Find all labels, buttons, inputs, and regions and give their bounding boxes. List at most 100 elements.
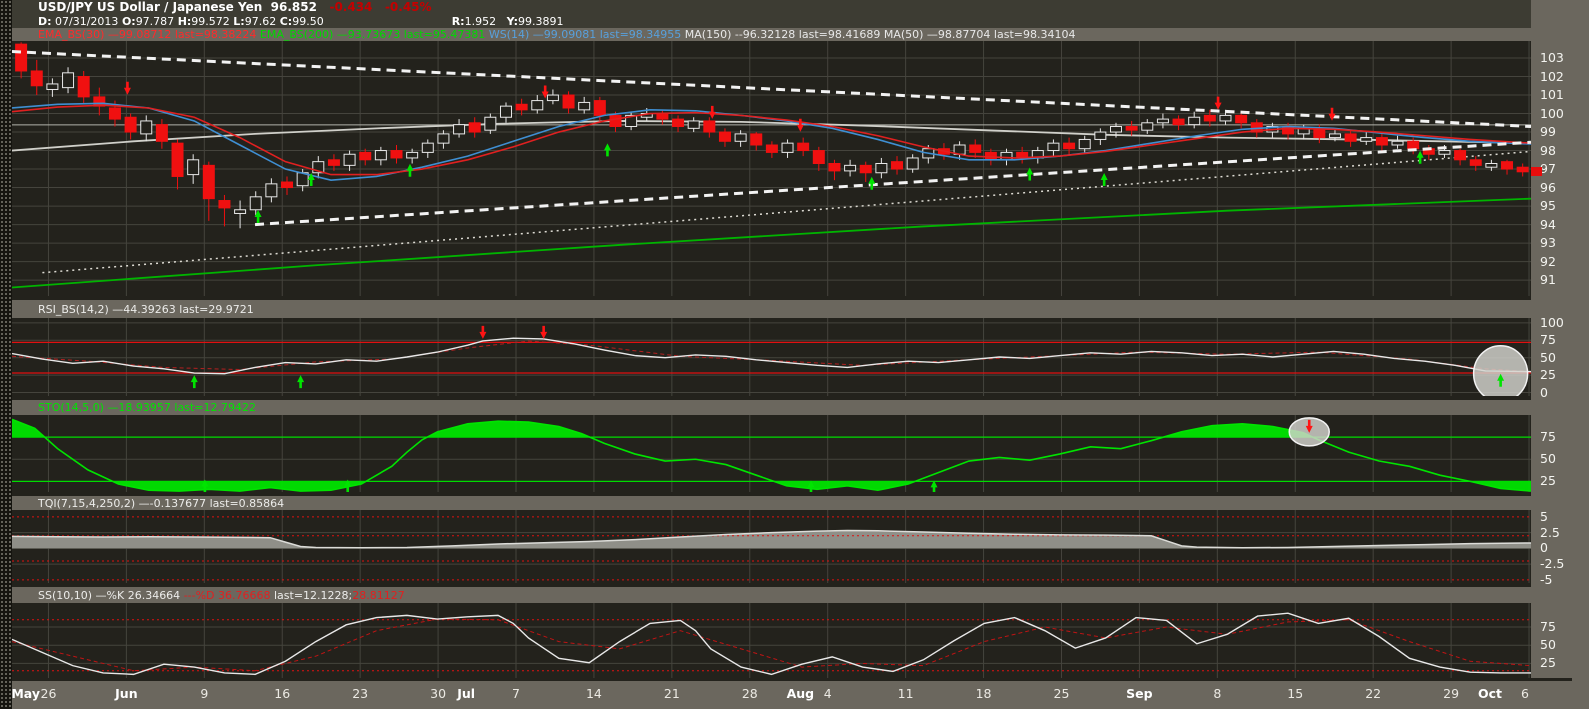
ss-panel-label: SS(10,10) —%K 26.34664 ---%D 36.76668 la… — [12, 583, 1589, 603]
candle — [609, 114, 622, 127]
text-segment: 99.50 — [292, 15, 324, 28]
tqi-panel-label: TQI(7,15,4,250,2) —-0.137677 last=0.8586… — [12, 492, 1589, 510]
down-signal-arrow-icon — [1328, 107, 1336, 121]
down-signal-arrow-icon — [479, 325, 487, 339]
candle — [453, 124, 466, 135]
candle — [390, 150, 403, 159]
candle — [281, 181, 294, 189]
up-signal-arrow-icon — [807, 480, 815, 492]
candle — [421, 142, 434, 153]
candle — [62, 72, 75, 89]
text-segment: RSI_BS(14,2) —44.39263 last=29.9721 — [38, 303, 254, 316]
candle — [734, 133, 747, 142]
ss-axis-tick: 25 — [1540, 655, 1556, 671]
candle — [499, 105, 512, 118]
main-axis-tick: 95 — [1540, 198, 1556, 214]
candle — [1156, 118, 1169, 124]
candle — [593, 100, 606, 116]
ss-chart-canvas — [12, 603, 1531, 678]
candle — [875, 163, 888, 174]
current-price-marker — [1531, 167, 1542, 177]
candle — [171, 142, 184, 177]
tqi-axis-tick: 5 — [1540, 508, 1548, 524]
candle — [531, 100, 544, 111]
candle — [234, 209, 247, 214]
candle — [187, 159, 200, 176]
rsi-axis-tick: 75 — [1540, 332, 1556, 348]
tqi-chart-canvas — [12, 510, 1531, 583]
main-axis-tick: 99 — [1540, 124, 1556, 140]
candle — [1344, 133, 1357, 142]
up-signal-arrow-icon — [1416, 150, 1424, 164]
candle — [1407, 140, 1420, 150]
date-tick-label: 8 — [1213, 686, 1222, 701]
series-trendline-dotted — [42, 150, 1531, 274]
up-signal-arrow-icon — [930, 480, 938, 492]
main-axis-tick: 103 — [1540, 50, 1564, 66]
down-signal-arrow-icon — [540, 325, 548, 339]
main-plot[interactable] — [12, 41, 1531, 296]
text-segment: EMA_BS(200) —93.73673 last=95.47381 — [259, 28, 489, 41]
month-label: Aug — [786, 686, 815, 701]
series-tqi-line — [12, 529, 1531, 549]
sto-plot[interactable] — [12, 415, 1531, 492]
main-axis-tick: 93 — [1540, 235, 1556, 251]
text-segment: MA(50) —98.87704 last=98.34104 — [883, 28, 1076, 41]
main-axis-tick: 96 — [1540, 179, 1556, 195]
time-axis[interactable]: May 26 Jun 9 16 23 30 Jul 7 14 21 28 Aug 4 11 18 25 Sep 8 1… — [11, 678, 1572, 709]
main-axis-tick: 102 — [1540, 68, 1564, 84]
text-segment: 97.62 — [244, 15, 280, 28]
date-tick-label: 21 — [663, 686, 680, 701]
main-axis-tick: 91 — [1540, 272, 1556, 288]
up-signal-arrow-icon — [1497, 373, 1505, 387]
up-signal-arrow-icon — [868, 176, 876, 190]
ss-plot[interactable] — [12, 603, 1531, 678]
series-rsi-line — [12, 337, 1531, 375]
tqi-plot[interactable] — [12, 510, 1531, 583]
price-axis-gutter[interactable]: 103 102 101 100 99 98 97 96 95 94 93 92 91 100 75 50 25 0… — [1531, 0, 1589, 709]
series-ss-k — [12, 612, 1531, 676]
date-tick-label: 16 — [274, 686, 291, 701]
candle — [343, 153, 356, 166]
candle — [265, 183, 278, 198]
month-label: Jul — [457, 686, 476, 701]
candle — [218, 200, 231, 209]
threshold-fill — [112, 481, 366, 492]
candle — [1438, 150, 1451, 155]
sto-axis-tick: 25 — [1540, 473, 1556, 489]
month-label: Jun — [115, 686, 138, 701]
candle — [1125, 125, 1138, 131]
text-segment: O: — [121, 15, 136, 28]
series-sto-line — [12, 418, 1531, 492]
candle — [1078, 138, 1091, 150]
text-segment: 07/31/2013 — [51, 15, 122, 28]
text-segment: USD/JPY US Dollar / Japanese Yen — [38, 0, 271, 14]
candle — [108, 107, 121, 120]
candle — [406, 151, 419, 159]
candle — [359, 151, 372, 161]
down-signal-arrow-icon — [1214, 96, 1222, 110]
candle — [687, 120, 700, 129]
date-tick-label: 23 — [352, 686, 369, 701]
text-segment: 99.3891 — [517, 15, 564, 28]
up-signal-arrow-icon — [603, 143, 611, 157]
series-EMA_BS(30) — [12, 104, 1531, 176]
series-channel-lower — [254, 140, 1531, 227]
down-signal-arrow-icon — [708, 105, 716, 119]
candle — [124, 116, 137, 133]
rsi-axis-tick: 50 — [1540, 349, 1556, 365]
sto-axis-tick: 75 — [1540, 429, 1556, 445]
candle — [1485, 163, 1498, 168]
text-segment: L: — [233, 15, 245, 28]
down-signal-arrow-icon — [123, 81, 131, 95]
up-signal-arrow-icon — [406, 163, 414, 177]
candle — [1063, 142, 1076, 150]
tqi-axis-tick: 0 — [1540, 540, 1548, 556]
text-segment: ---%D 36.76668 — [183, 589, 274, 602]
up-signal-arrow-icon — [1100, 173, 1108, 187]
candle — [1360, 137, 1373, 142]
ohlc-info-bar: D: 07/31/2013 O:97.787 H:99.572 L:97.62 … — [12, 15, 1589, 28]
rsi-plot[interactable] — [12, 318, 1531, 396]
text-segment: EMA_BS(30) —99.08712 last=98.38224 — [38, 28, 260, 41]
